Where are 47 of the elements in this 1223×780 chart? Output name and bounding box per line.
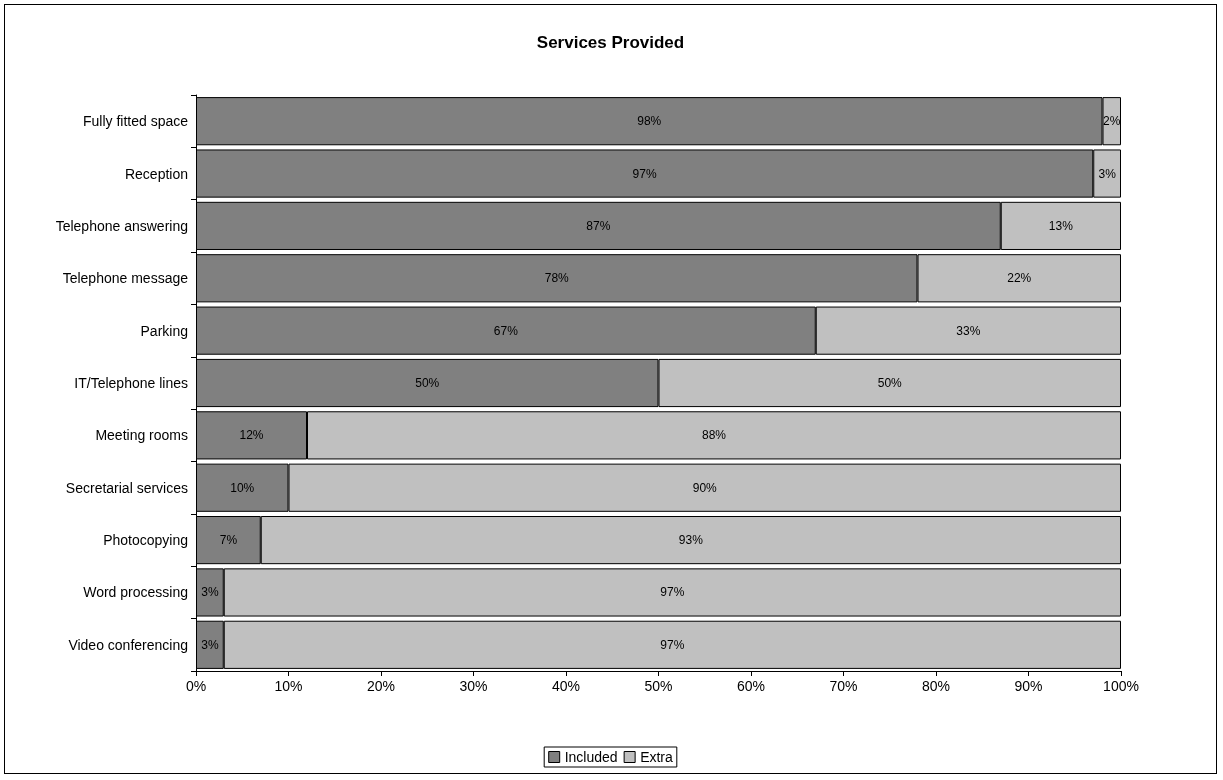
data-label: 97% xyxy=(660,637,685,652)
data-label: 13% xyxy=(1048,218,1074,233)
x-tick-label: 70% xyxy=(829,678,858,694)
x-tick-label: 10% xyxy=(274,678,303,694)
legend-label: Extra xyxy=(640,749,674,765)
x-tick-label: 80% xyxy=(921,678,951,694)
data-label: 88% xyxy=(701,428,727,443)
y-tick-label: Word processing xyxy=(83,584,188,601)
data-label: 10% xyxy=(230,480,255,495)
data-label: 3% xyxy=(1098,166,1117,181)
x-tick-label: 0% xyxy=(185,678,207,694)
y-tick-label: Secretarial services xyxy=(65,479,188,496)
x-tick-label: 60% xyxy=(736,678,766,694)
x-tick-label: 100% xyxy=(1103,678,1139,694)
data-label: 22% xyxy=(1007,271,1032,286)
data-label: 3% xyxy=(201,585,219,600)
chart-title: Services Provided xyxy=(536,33,685,52)
data-label: 87% xyxy=(586,218,611,233)
y-tick-label: Photocopying xyxy=(103,532,188,549)
data-label: 97% xyxy=(632,166,657,181)
data-label: 97% xyxy=(660,585,685,600)
data-label: 2% xyxy=(1103,114,1121,129)
legend-label: Included xyxy=(564,749,618,765)
y-tick-label: Reception xyxy=(124,165,188,182)
x-tick-label: 40% xyxy=(551,678,581,694)
data-label: 12% xyxy=(239,428,264,443)
x-tick-label: 50% xyxy=(644,678,673,694)
data-label: 50% xyxy=(415,376,440,390)
x-tick-label: 30% xyxy=(459,678,488,694)
x-tick-label: 90% xyxy=(1014,678,1043,694)
data-label: 3% xyxy=(201,637,219,652)
data-label: 50% xyxy=(877,376,903,390)
x-tick-label: 20% xyxy=(366,678,396,694)
data-label: 90% xyxy=(692,480,718,495)
data-label: 78% xyxy=(544,271,570,286)
y-tick-label: Fully fitted space xyxy=(82,113,189,130)
y-tick-label: IT/Telephone lines xyxy=(74,375,188,391)
data-label: 93% xyxy=(678,533,704,548)
y-tick-label: Meeting rooms xyxy=(95,427,188,444)
data-label: 98% xyxy=(637,114,662,129)
y-tick-label: Parking xyxy=(140,322,188,339)
y-tick-label: Video conferencing xyxy=(68,636,188,653)
data-label: 33% xyxy=(956,323,981,338)
data-label: 67% xyxy=(493,323,519,338)
data-label: 7% xyxy=(219,533,238,548)
y-tick-label: Telephone answering xyxy=(55,217,188,234)
y-tick-label: Telephone message xyxy=(62,270,189,287)
